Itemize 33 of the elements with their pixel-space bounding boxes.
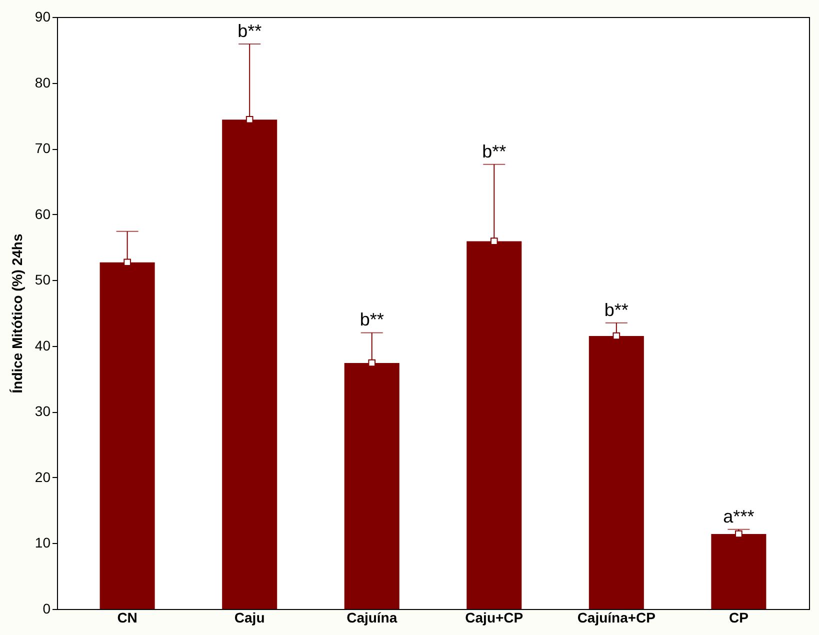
annotation: b** (482, 141, 506, 162)
x-tick-label: Cajuína+CP (577, 610, 656, 626)
y-tick-label: 40 (34, 337, 51, 354)
point (246, 116, 254, 124)
x-tick-label: CN (117, 610, 138, 626)
x-tick-label: CP (728, 610, 748, 626)
y-tick-label: 50 (34, 272, 51, 288)
annotation: b** (238, 20, 262, 41)
y-tick-label: 20 (34, 468, 51, 485)
bar (344, 362, 400, 609)
point (735, 530, 742, 538)
y-tick-label: 0 (42, 600, 51, 616)
bar (711, 534, 766, 609)
x-tick-label: Caju+CP (465, 610, 524, 626)
bar (222, 120, 278, 609)
y-tick-label: 90 (34, 8, 51, 24)
y-tick-label: 80 (34, 74, 51, 90)
y-axis-title: Índice Mitótico (%) 24hs (8, 234, 25, 394)
y-tick-label: 70 (34, 140, 51, 156)
y-tick-label: 30 (34, 403, 51, 420)
bar (100, 262, 155, 609)
x-tick-label: Cajuína (346, 610, 398, 626)
bar (588, 336, 644, 609)
bar (466, 241, 522, 609)
annotation: a*** (723, 506, 754, 526)
annotation: b** (360, 310, 384, 330)
point (368, 359, 376, 367)
y-tick-label: 10 (34, 534, 51, 551)
y-tick-label: 60 (34, 206, 51, 222)
point (490, 238, 498, 245)
x-tick-label: Caju (234, 610, 265, 626)
annotation: b** (604, 300, 628, 320)
point (612, 332, 620, 340)
